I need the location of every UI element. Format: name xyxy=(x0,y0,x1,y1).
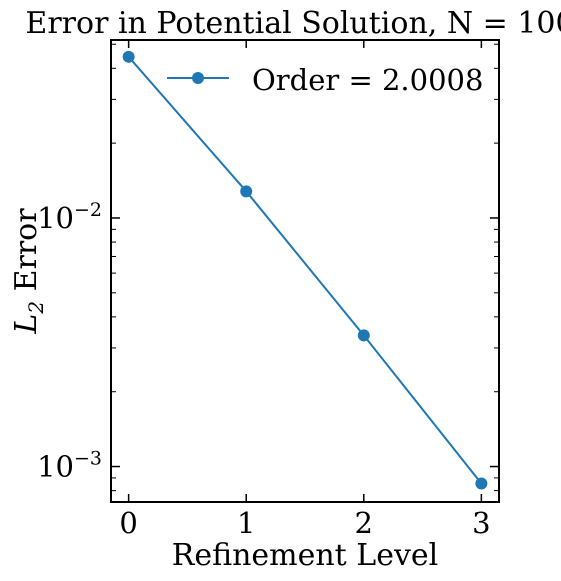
y-axis-label: L2 Error xyxy=(9,208,48,335)
data-point xyxy=(122,50,135,63)
plot-frame xyxy=(110,39,500,503)
series-layer xyxy=(122,50,488,490)
x-tick-label: 3 xyxy=(472,506,490,540)
y-axis-label-rest: Error xyxy=(9,208,44,301)
x-tick-label: 1 xyxy=(237,506,255,540)
data-point xyxy=(240,185,253,198)
y-axis-label-subscript: 2 xyxy=(24,301,48,315)
axis-tick-labels: 0 1 2 310−210−3 xyxy=(37,199,491,540)
data-point xyxy=(475,477,488,490)
x-tick-label: 2 xyxy=(355,506,373,540)
chart-title: Error in Potential Solution, N = 100 xyxy=(25,6,561,41)
y-tick-label-exponent: −2 xyxy=(74,199,102,221)
x-tick-label: 0 xyxy=(119,506,137,540)
y-tick-label-base: 10 xyxy=(37,450,74,484)
series-line xyxy=(127,56,483,485)
legend-marker xyxy=(192,72,204,84)
y-tick-label-exponent: −3 xyxy=(74,448,102,470)
x-axis-label: Refinement Level xyxy=(172,538,439,573)
y-axis-label-main: L xyxy=(9,314,44,335)
data-point xyxy=(357,329,370,342)
y-tick-label: 10−3 xyxy=(37,448,102,484)
y-tick-label-base: 10 xyxy=(37,201,74,235)
legend: Order = 2.0008 xyxy=(167,63,483,97)
y-tick-label: 10−2 xyxy=(37,199,102,235)
legend-label: Order = 2.0008 xyxy=(252,63,483,97)
